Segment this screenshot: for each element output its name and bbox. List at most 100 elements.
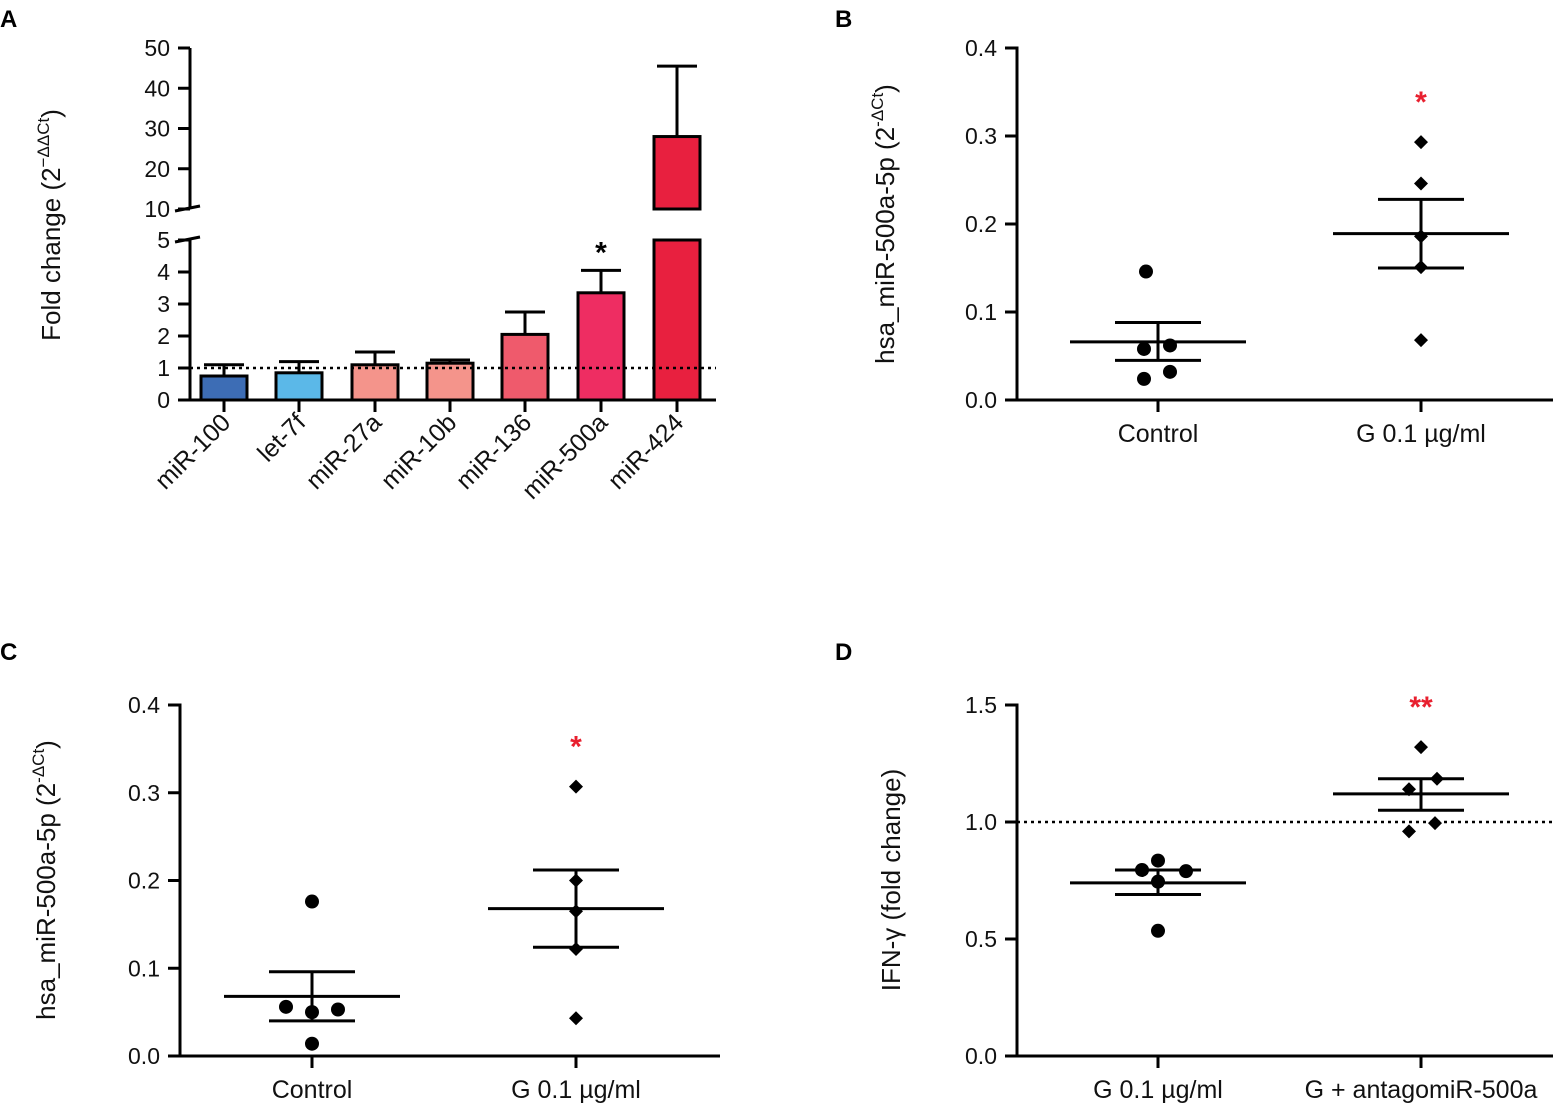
panel-b-group-label: Control (1118, 420, 1199, 448)
panel-d-label: D (835, 639, 852, 666)
panel-b-y-axis-label: hsa_miR-500a-5p (2-ΔCt) (868, 84, 900, 364)
panel-b-tick-label: 0.4 (965, 35, 997, 61)
panel-d-y-axis-label: IFN-γ (fold change) (876, 769, 906, 992)
panel-c-y-axis-label-close: ) (31, 740, 61, 749)
panel-d-group-label: G + antagomiR-500a (1305, 1076, 1538, 1104)
panel-c-y-axis-label-sup: -ΔCt (29, 749, 48, 783)
panel-a-bar (425, 361, 475, 402)
panel-a-y-axis-label-sup: −ΔΔCt (34, 118, 53, 168)
panel-b-data-point (1137, 341, 1151, 356)
panel-b-y-axis-label-main: hsa_miR-500a-5p (2 (870, 127, 900, 364)
panel-a-tick-label: 4 (157, 259, 170, 285)
panel-c-data-point (305, 894, 319, 909)
panel-b-data-point (1414, 176, 1428, 191)
panel-b-group-label: G 0.1 µg/ml (1356, 420, 1486, 448)
panel-a-label: A (0, 6, 17, 33)
panel-c-significance-marker: * (570, 731, 582, 764)
panel-a-bar (652, 238, 702, 402)
panel-a-tick-label: 0 (157, 387, 170, 413)
panel-a-y-axis-label-main: Fold change (2 (36, 167, 66, 340)
panel-a-tick-label: 1 (157, 355, 170, 381)
panel-a-tick-label: 10 (144, 196, 170, 222)
panel-b-data-point (1137, 371, 1151, 386)
panel-a-category-label: let-7f (252, 408, 311, 467)
panel-c-tick-label: 0.4 (128, 692, 160, 718)
panel-a-tick-label: 2 (157, 323, 170, 349)
panel-d-data-point (1430, 771, 1444, 786)
panel-c-label: C (0, 639, 17, 666)
panel-a-category-label: miR-27a (301, 408, 388, 495)
panel-c-y-axis-label-text: hsa_miR-500a-5p (2-ΔCt) (29, 740, 61, 1020)
panel-b-data-point (1139, 264, 1153, 279)
panel-d-data-point (1402, 782, 1416, 797)
panel-a-category-label: miR-10b (376, 408, 463, 495)
panel-a-tick-label: 50 (144, 35, 170, 61)
panel-c-tick-label: 0.2 (128, 868, 160, 894)
panel-c-scatter-chart: 0.0 0.1 0.2 0.3 0.4 hsa_miR-500a-5p (2-ΔCt) Co… (29, 692, 720, 1104)
panel-a-category-label: miR-100 (150, 408, 237, 495)
panel-c-data-point (569, 941, 583, 956)
panel-b-y-axis-label-close: ) (870, 84, 900, 93)
panel-b-y-axis-label-text: hsa_miR-500a-5p (2-ΔCt) (868, 84, 900, 364)
panel-c-y-axis-label: hsa_miR-500a-5p (2-ΔCt) (29, 740, 61, 1020)
panel-d-group-label: G 0.1 µg/ml (1093, 1076, 1223, 1104)
panel-d-data-point (1151, 874, 1165, 889)
panel-d-data-point (1179, 864, 1193, 879)
panel-d-tick-label: 0.5 (965, 926, 997, 952)
panel-a-tick-label: 5 (157, 227, 170, 253)
panel-b-tick-label: 0.1 (965, 299, 997, 325)
panel-b-data-point (1163, 364, 1177, 379)
panel-a-y-axis-label-text: Fold change (2−ΔΔCt) (34, 109, 66, 341)
panel-a-tick-label: 3 (157, 291, 170, 317)
panel-c-tick-label: 0.1 (128, 955, 160, 981)
panel-b-data-point (1414, 229, 1428, 244)
panel-b-data-point (1414, 135, 1428, 150)
panel-a-tick-label: 20 (144, 156, 170, 182)
panel-c-data-point (305, 1036, 319, 1051)
panel-d-data-point (1151, 923, 1165, 938)
panel-a-y-axis-label: Fold change (2−ΔΔCt) (34, 109, 66, 341)
panel-a-y-axis-label-close: ) (36, 109, 66, 118)
panel-d-tick-label: 1.5 (965, 692, 997, 718)
panel-c-data-point (331, 1002, 345, 1017)
panel-c-data-point (569, 1011, 583, 1026)
panel-d-tick-label: 1.0 (965, 809, 997, 835)
panel-d-data-point (1135, 862, 1149, 877)
panel-b-y-axis-label-sup: -ΔCt (868, 93, 887, 127)
panel-a-category-label: miR-424 (603, 408, 690, 495)
panel-a-tick-label: 40 (144, 75, 170, 101)
panel-b-label: B (835, 6, 852, 33)
panel-c-tick-label: 0.0 (128, 1043, 160, 1069)
panel-a-tick-label: 30 (144, 116, 170, 142)
panel-a-bar (652, 135, 702, 211)
panel-b-data-point (1163, 338, 1177, 353)
panel-b-data-point (1414, 260, 1428, 275)
panel-a-bar (199, 374, 249, 402)
panel-b-significance-marker: * (1415, 86, 1427, 119)
panel-d-data-point (1414, 740, 1428, 755)
panel-d-data-point (1402, 824, 1416, 839)
panel-d-data-point (1151, 853, 1165, 868)
panel-d-scatter-chart: 0.0 0.5 1.0 1.5 IFN-γ (fold change) G 0.1 µg/… (876, 691, 1553, 1104)
panel-c-data-point (279, 999, 293, 1014)
panel-a-significance-marker: * (595, 236, 607, 269)
panel-c-y-axis-label-main: hsa_miR-500a-5p (2 (31, 783, 61, 1020)
panel-b-scatter-chart: 0.0 0.1 0.2 0.3 0.4 hsa_miR-500a-5p (2-ΔCt) Co… (868, 35, 1553, 448)
panel-c-data-point (569, 904, 583, 919)
panel-d-data-point (1428, 816, 1442, 831)
panel-c-group-label: Control (272, 1076, 353, 1104)
panel-b-tick-label: 0.0 (965, 387, 997, 413)
panel-d-significance-marker: ** (1409, 691, 1433, 724)
panel-b-tick-label: 0.3 (965, 123, 997, 149)
panel-a-bar (350, 363, 400, 402)
panel-d-tick-label: 0.0 (965, 1043, 997, 1069)
panel-a-bar (576, 291, 626, 402)
panel-a-bar (274, 371, 324, 402)
panel-c-data-point (569, 779, 583, 794)
panel-c-data-point (569, 873, 583, 888)
panel-c-data-point (305, 1005, 319, 1020)
panel-a-bar-chart: 0 1 2 3 4 5 10 20 30 40 50 Fold change (2−ΔΔCt) miR-… (34, 35, 716, 505)
panel-c-tick-label: 0.3 (128, 780, 160, 806)
panel-b-tick-label: 0.2 (965, 211, 997, 237)
